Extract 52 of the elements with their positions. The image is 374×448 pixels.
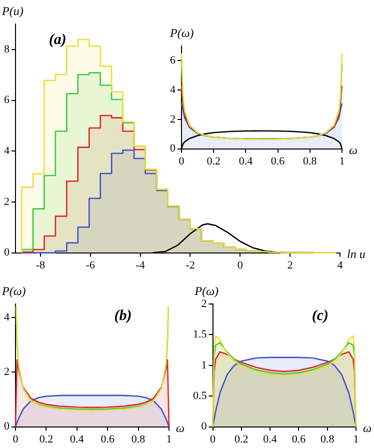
y-tick-label: 2 [170,113,176,126]
annotation: (b) [114,308,132,324]
y-tick-label: 2 [4,366,10,378]
x-tick-label: -4 [136,259,146,272]
annotation: (c) [312,308,329,324]
y-tick-label: 1.5 [193,328,208,341]
y-axis-title: P(u) [1,4,24,18]
x-tick-label: 0.8 [320,433,335,446]
x-tick-label: 4 [337,259,344,272]
x-axis-title: ln u [347,246,366,261]
x-tick-label: 0.4 [263,433,278,446]
x-tick-label: 0.4 [238,155,254,168]
x-tick-label: -6 [86,259,96,272]
y-tick-label: 4 [4,312,10,324]
y-axis-title: P(ω) [194,284,219,298]
x-axis-title: ω [176,420,184,435]
y-tick-label: 0 [4,246,10,259]
x-tick-label: -8 [36,259,46,272]
y-tick-label: 0 [4,420,10,433]
x-tick-label: 0.8 [303,155,318,168]
x-axis-title: ω [349,142,358,157]
x-tick-label: 0.6 [270,155,286,168]
annotation: (a) [48,32,66,48]
x-tick-label: 0 [12,433,19,446]
x-tick-label: 0 [210,433,216,446]
x-tick-label: 2 [287,259,293,272]
y-tick-label: 1 [201,359,207,372]
y-axis-title: P(ω) [1,284,26,298]
x-tick-label: 0.6 [292,433,306,446]
x-tick-label: 0.4 [70,433,84,446]
x-tick-label: 0.2 [206,155,220,168]
x-tick-label: 0.6 [100,433,115,446]
y-tick-label: 6 [170,54,176,67]
x-tick-label: 0 [237,259,244,272]
y-tick-label: 6 [4,94,10,106]
y-tick-label: 8 [4,43,10,56]
x-tick-label: 0.8 [131,433,146,446]
x-tick-label: 0.2 [39,433,54,446]
x-tick-label: 0.2 [234,433,248,446]
x-tick-label: 1 [353,433,359,446]
x-tick-label: 0 [178,155,185,168]
x-tick-label: -2 [186,259,195,272]
y-tick-label: 0 [170,142,176,155]
y-tick-label: 0.5 [193,390,208,402]
y-axis-title: P(ω) [169,26,194,40]
y-tick-label: 0 [201,420,208,433]
x-tick-label: 1 [339,155,345,168]
y-tick-label: 2 [4,196,10,208]
y-tick-label: 2 [201,298,207,310]
y-tick-label: 4 [170,84,176,96]
x-axis-title: ω [363,420,372,435]
y-tick-label: 4 [4,145,10,157]
